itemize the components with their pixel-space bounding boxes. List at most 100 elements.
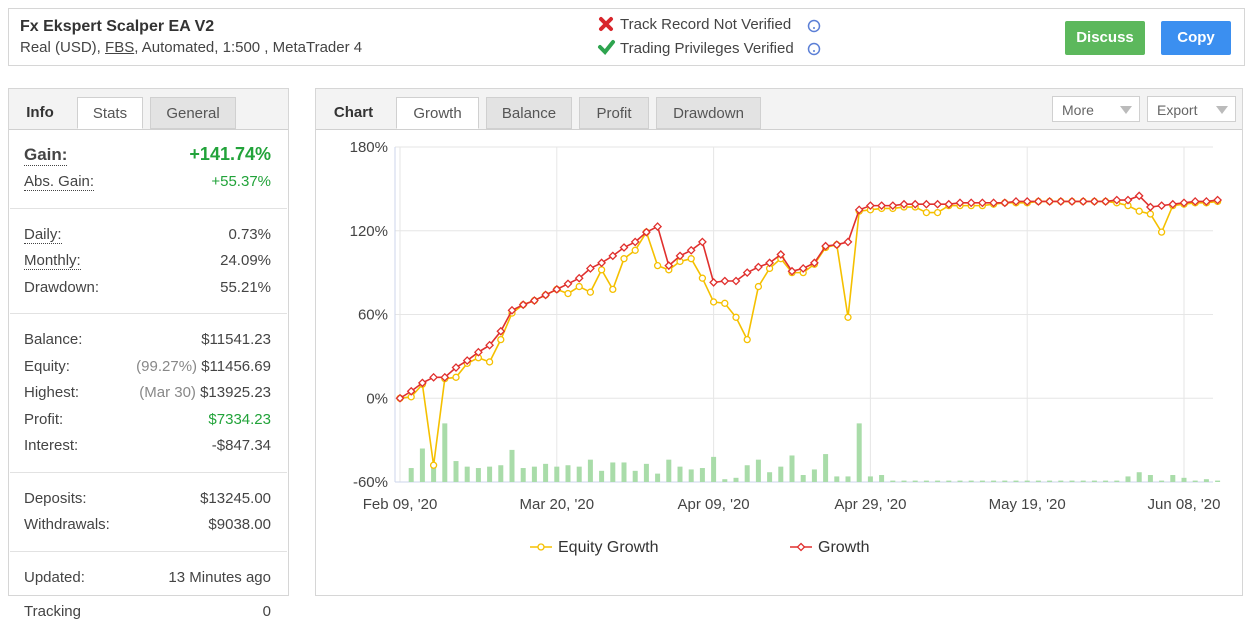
diamond-marker [796,542,806,552]
legend-label: Equity Growth [558,539,658,556]
diamond-marker [697,237,707,247]
bar [1125,476,1131,482]
diamond-marker [731,276,741,286]
circle-marker [452,373,460,381]
info-tab: Info [26,104,54,121]
bar [543,463,549,482]
separator [10,207,287,209]
bar [677,466,683,482]
bar [968,480,974,482]
stat-label: Deposits: [24,489,87,507]
circle-marker [653,261,662,270]
diamond-marker [641,227,651,237]
diamond-marker [910,199,920,209]
circle-marker [922,208,931,217]
diamond-marker [765,258,775,268]
account-details: , Automated, 1:500 , MetaTrader 4 [134,39,363,56]
bar [1170,475,1176,482]
bar [453,461,459,482]
bar [1136,472,1142,482]
line [399,194,1218,399]
diamond-marker [630,237,640,247]
stat-value: $13245.00 [200,489,271,507]
help-icons[interactable] [807,18,823,58]
chart-tab[interactable]: Growth [396,97,479,129]
x-tick-label: Apr 09, '20 [678,496,750,513]
bar [475,468,481,482]
chart-tab[interactable]: Balance [486,97,572,129]
bar [1203,479,1209,482]
menu-label[interactable]: Export [1157,102,1198,118]
stat-label: Interest: [24,437,79,454]
bar [520,468,526,482]
diamond-marker [742,268,752,278]
bar [408,468,414,482]
circle-marker [709,298,718,306]
diamond-marker [462,356,472,365]
broker-link[interactable]: FBS [105,39,135,56]
bar [1002,480,1008,482]
bar [1192,480,1198,482]
y-tick-label: -60% [353,474,388,491]
stat-value-wrap: $13245.00 [200,490,271,507]
chart-tab[interactable]: Drawdown [656,97,761,129]
stat-row: Interest: -$847.34 [24,437,271,454]
stat-value-wrap: (Mar 30) $13925.23 [139,384,271,401]
bar [1103,480,1109,482]
stat-label: Profit: [24,410,64,428]
diamond-marker [1201,197,1211,206]
x-tick-label: Apr 29, '20 [834,496,906,513]
stat-row: Withdrawals: $9038.00 [24,516,271,533]
stat-label: Balance: [24,331,83,348]
stat-value-wrap: +55.37% [211,173,271,190]
diamond-marker [1033,197,1043,206]
bar [923,480,929,482]
bar [767,472,773,482]
system-title: Fx Ekspert Scalper EA V2 [20,18,215,35]
copy-button[interactable]: Copy [1161,21,1231,55]
x-tick-label: Feb 09, '20 [363,496,438,513]
bar [1181,477,1187,482]
bar [565,465,571,482]
diamond-marker [1011,197,1021,206]
discuss-button[interactable]: Discuss [1065,21,1145,55]
diamond-marker [653,222,663,231]
stat-row: Equity: (99.27%) $11456.69 [24,358,271,375]
diamond-marker [1213,195,1223,205]
menu-button[interactable]: More [1052,96,1140,122]
circle-marker [721,299,729,307]
info-panel: Info Stats General Gain: +141.74% Abs. Gain: +… [8,88,289,620]
bar [632,470,638,482]
menu-label[interactable]: More [1062,102,1094,118]
bar [856,423,862,482]
circle-marker [575,282,583,291]
diamond-marker [843,237,853,247]
info-tab[interactable]: Stats [77,97,143,129]
chart-tab[interactable]: Profit [579,97,649,129]
circle-marker [631,246,639,254]
stat-value-wrap: 24.09% [220,252,271,269]
y-tick-label: 180% [350,139,388,156]
bar [733,477,739,482]
menu-arrow [1216,106,1228,114]
diamond-marker [1089,197,1099,206]
info-tab[interactable]: General [150,97,236,129]
menu-arrow [1120,106,1132,114]
x-tick-label: May 19, '20 [989,496,1066,513]
stat-label: Gain: [24,145,68,166]
circle-marker [687,255,695,263]
bar [599,470,605,482]
bar [610,462,616,482]
diamond-marker [451,363,461,372]
menu-button[interactable]: Export [1147,96,1236,122]
stat-value: -$847.34 [211,437,271,454]
stat-value-wrap: -$847.34 [212,437,271,454]
bar [800,475,806,482]
y-tick-label: 60% [358,307,388,324]
bar [744,465,750,482]
stat-note: (99.27%) [136,357,198,375]
diamond-marker [753,262,763,272]
bar [1080,480,1086,482]
account-prefix: Real (USD), [20,39,101,56]
stat-value-wrap: 13 Minutes ago [168,569,271,586]
